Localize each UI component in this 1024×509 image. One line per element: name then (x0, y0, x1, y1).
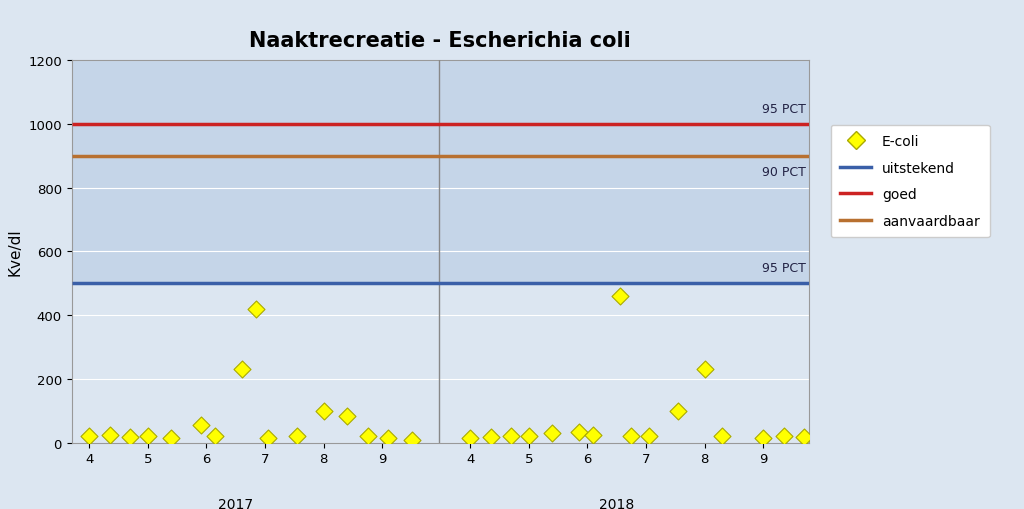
Point (81, 432, 97, 440)
Point (714, 432, 730, 440)
Point (755, 434, 771, 442)
Title: Naaktrecreatie - Escherichia coli: Naaktrecreatie - Escherichia coli (250, 31, 631, 51)
Text: 2018: 2018 (599, 497, 634, 509)
Point (624, 432, 640, 440)
Point (585, 431, 601, 439)
Point (339, 412, 355, 420)
Legend: E-coli, uitstekend, goed, aanvaardbaar: E-coli, uitstekend, goed, aanvaardbaar (830, 125, 989, 238)
Point (139, 432, 156, 440)
Point (207, 432, 223, 440)
Point (462, 434, 478, 442)
Text: 95 PCT: 95 PCT (762, 262, 806, 275)
Point (101, 431, 118, 439)
Point (359, 432, 376, 440)
Point (696, 365, 713, 374)
Point (122, 433, 138, 441)
Point (289, 432, 305, 440)
Point (796, 433, 812, 441)
Point (233, 365, 250, 374)
Point (248, 305, 264, 313)
Point (611, 292, 628, 300)
Point (520, 432, 537, 440)
Point (260, 434, 276, 442)
Point (163, 434, 179, 442)
Point (775, 432, 792, 440)
Point (403, 436, 420, 444)
Point (193, 421, 209, 430)
Point (503, 432, 519, 440)
Point (670, 407, 686, 415)
Point (380, 434, 396, 442)
Text: 95 PCT: 95 PCT (762, 103, 806, 116)
Point (482, 433, 499, 441)
Y-axis label: Kve/dl: Kve/dl (7, 228, 23, 276)
Point (315, 407, 332, 415)
Text: 2017: 2017 (218, 497, 253, 509)
Bar (72, 61, 809, 284)
Point (570, 428, 587, 436)
Point (544, 429, 560, 437)
Text: 90 PCT: 90 PCT (762, 166, 806, 179)
Point (641, 432, 657, 440)
